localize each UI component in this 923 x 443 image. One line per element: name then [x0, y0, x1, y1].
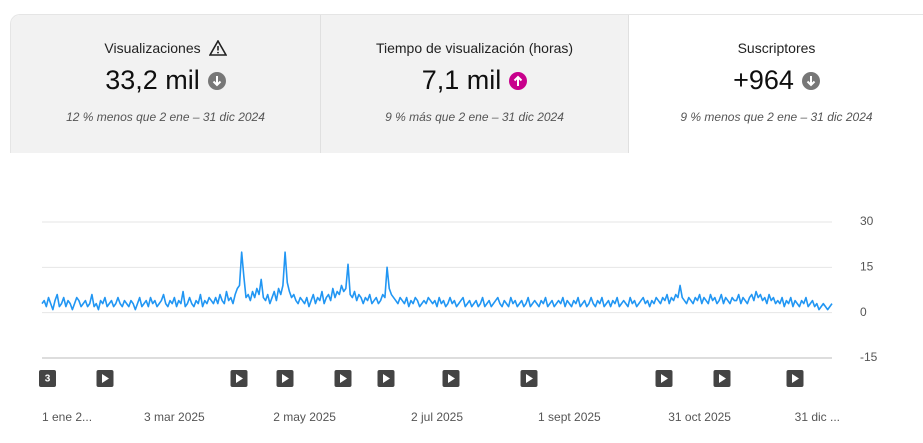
- video-marker[interactable]: [276, 370, 294, 387]
- play-icon: [383, 374, 390, 383]
- down-arrow-icon: [801, 71, 820, 90]
- video-marker[interactable]: [442, 370, 460, 387]
- metric-tabs: Visualizaciones 33,2 mil 12 % menos que …: [10, 14, 923, 153]
- x-tick-label: 1 ene 2...: [42, 410, 92, 424]
- x-tick-label: 31 oct 2025: [668, 410, 731, 424]
- y-tick-label: -15: [860, 350, 878, 364]
- metric-card[interactable]: Tiempo de visualización (horas) 7,1 mil …: [321, 15, 629, 153]
- data-line: [41, 251, 833, 311]
- play-icon: [102, 374, 109, 383]
- video-group-marker[interactable]: [39, 370, 56, 387]
- warning-icon: [208, 40, 227, 56]
- metric-value: 7,1 mil: [421, 65, 502, 95]
- video-markers: 3: [39, 370, 56, 387]
- video-marker[interactable]: [520, 370, 538, 387]
- play-icon: [448, 374, 455, 383]
- down-arrow-icon: [207, 71, 226, 90]
- metric-comparison: 12 % menos que 2 ene – 31 dic 2024: [66, 110, 265, 124]
- play-icon: [719, 374, 726, 383]
- video-marker[interactable]: [655, 370, 673, 387]
- video-marker[interactable]: [230, 370, 248, 387]
- play-icon: [282, 374, 289, 383]
- metric-comparison: 9 % menos que 2 ene – 31 dic 2024: [680, 110, 873, 124]
- y-tick-label: 30: [860, 214, 874, 228]
- play-icon: [236, 374, 243, 383]
- play-icon: [340, 374, 347, 383]
- x-tick-label: 3 mar 2025: [144, 410, 205, 424]
- metric-comparison: 9 % más que 2 ene – 31 dic 2024: [385, 110, 564, 124]
- video-marker[interactable]: [377, 370, 395, 387]
- metric-card[interactable]: Visualizaciones 33,2 mil 12 % menos que …: [11, 15, 321, 153]
- metric-card[interactable]: Suscriptores +964 9 % menos que 2 ene – …: [629, 15, 923, 153]
- video-marker[interactable]: [96, 370, 114, 387]
- video-group-count: 3: [45, 374, 51, 385]
- video-marker[interactable]: [334, 370, 352, 387]
- x-tick-label: 31 dic ...: [795, 410, 840, 424]
- metric-value: +964: [733, 65, 794, 95]
- play-icon: [526, 374, 533, 383]
- x-tick-label: 1 sept 2025: [538, 410, 601, 424]
- video-marker[interactable]: [786, 370, 804, 387]
- metric-title: Visualizaciones: [104, 40, 201, 56]
- x-tick-label: 2 jul 2025: [411, 410, 463, 424]
- play-icon: [792, 374, 799, 383]
- y-tick-label: 0: [860, 305, 867, 319]
- metric-value: 33,2 mil: [105, 65, 200, 95]
- up-arrow-icon: [509, 71, 528, 90]
- y-tick-label: 15: [860, 260, 874, 274]
- play-icon: [661, 374, 668, 383]
- video-marker[interactable]: [713, 370, 731, 387]
- x-tick-label: 2 may 2025: [273, 410, 336, 424]
- metric-title: Tiempo de visualización (horas): [375, 40, 574, 56]
- metric-title: Suscriptores: [737, 40, 816, 56]
